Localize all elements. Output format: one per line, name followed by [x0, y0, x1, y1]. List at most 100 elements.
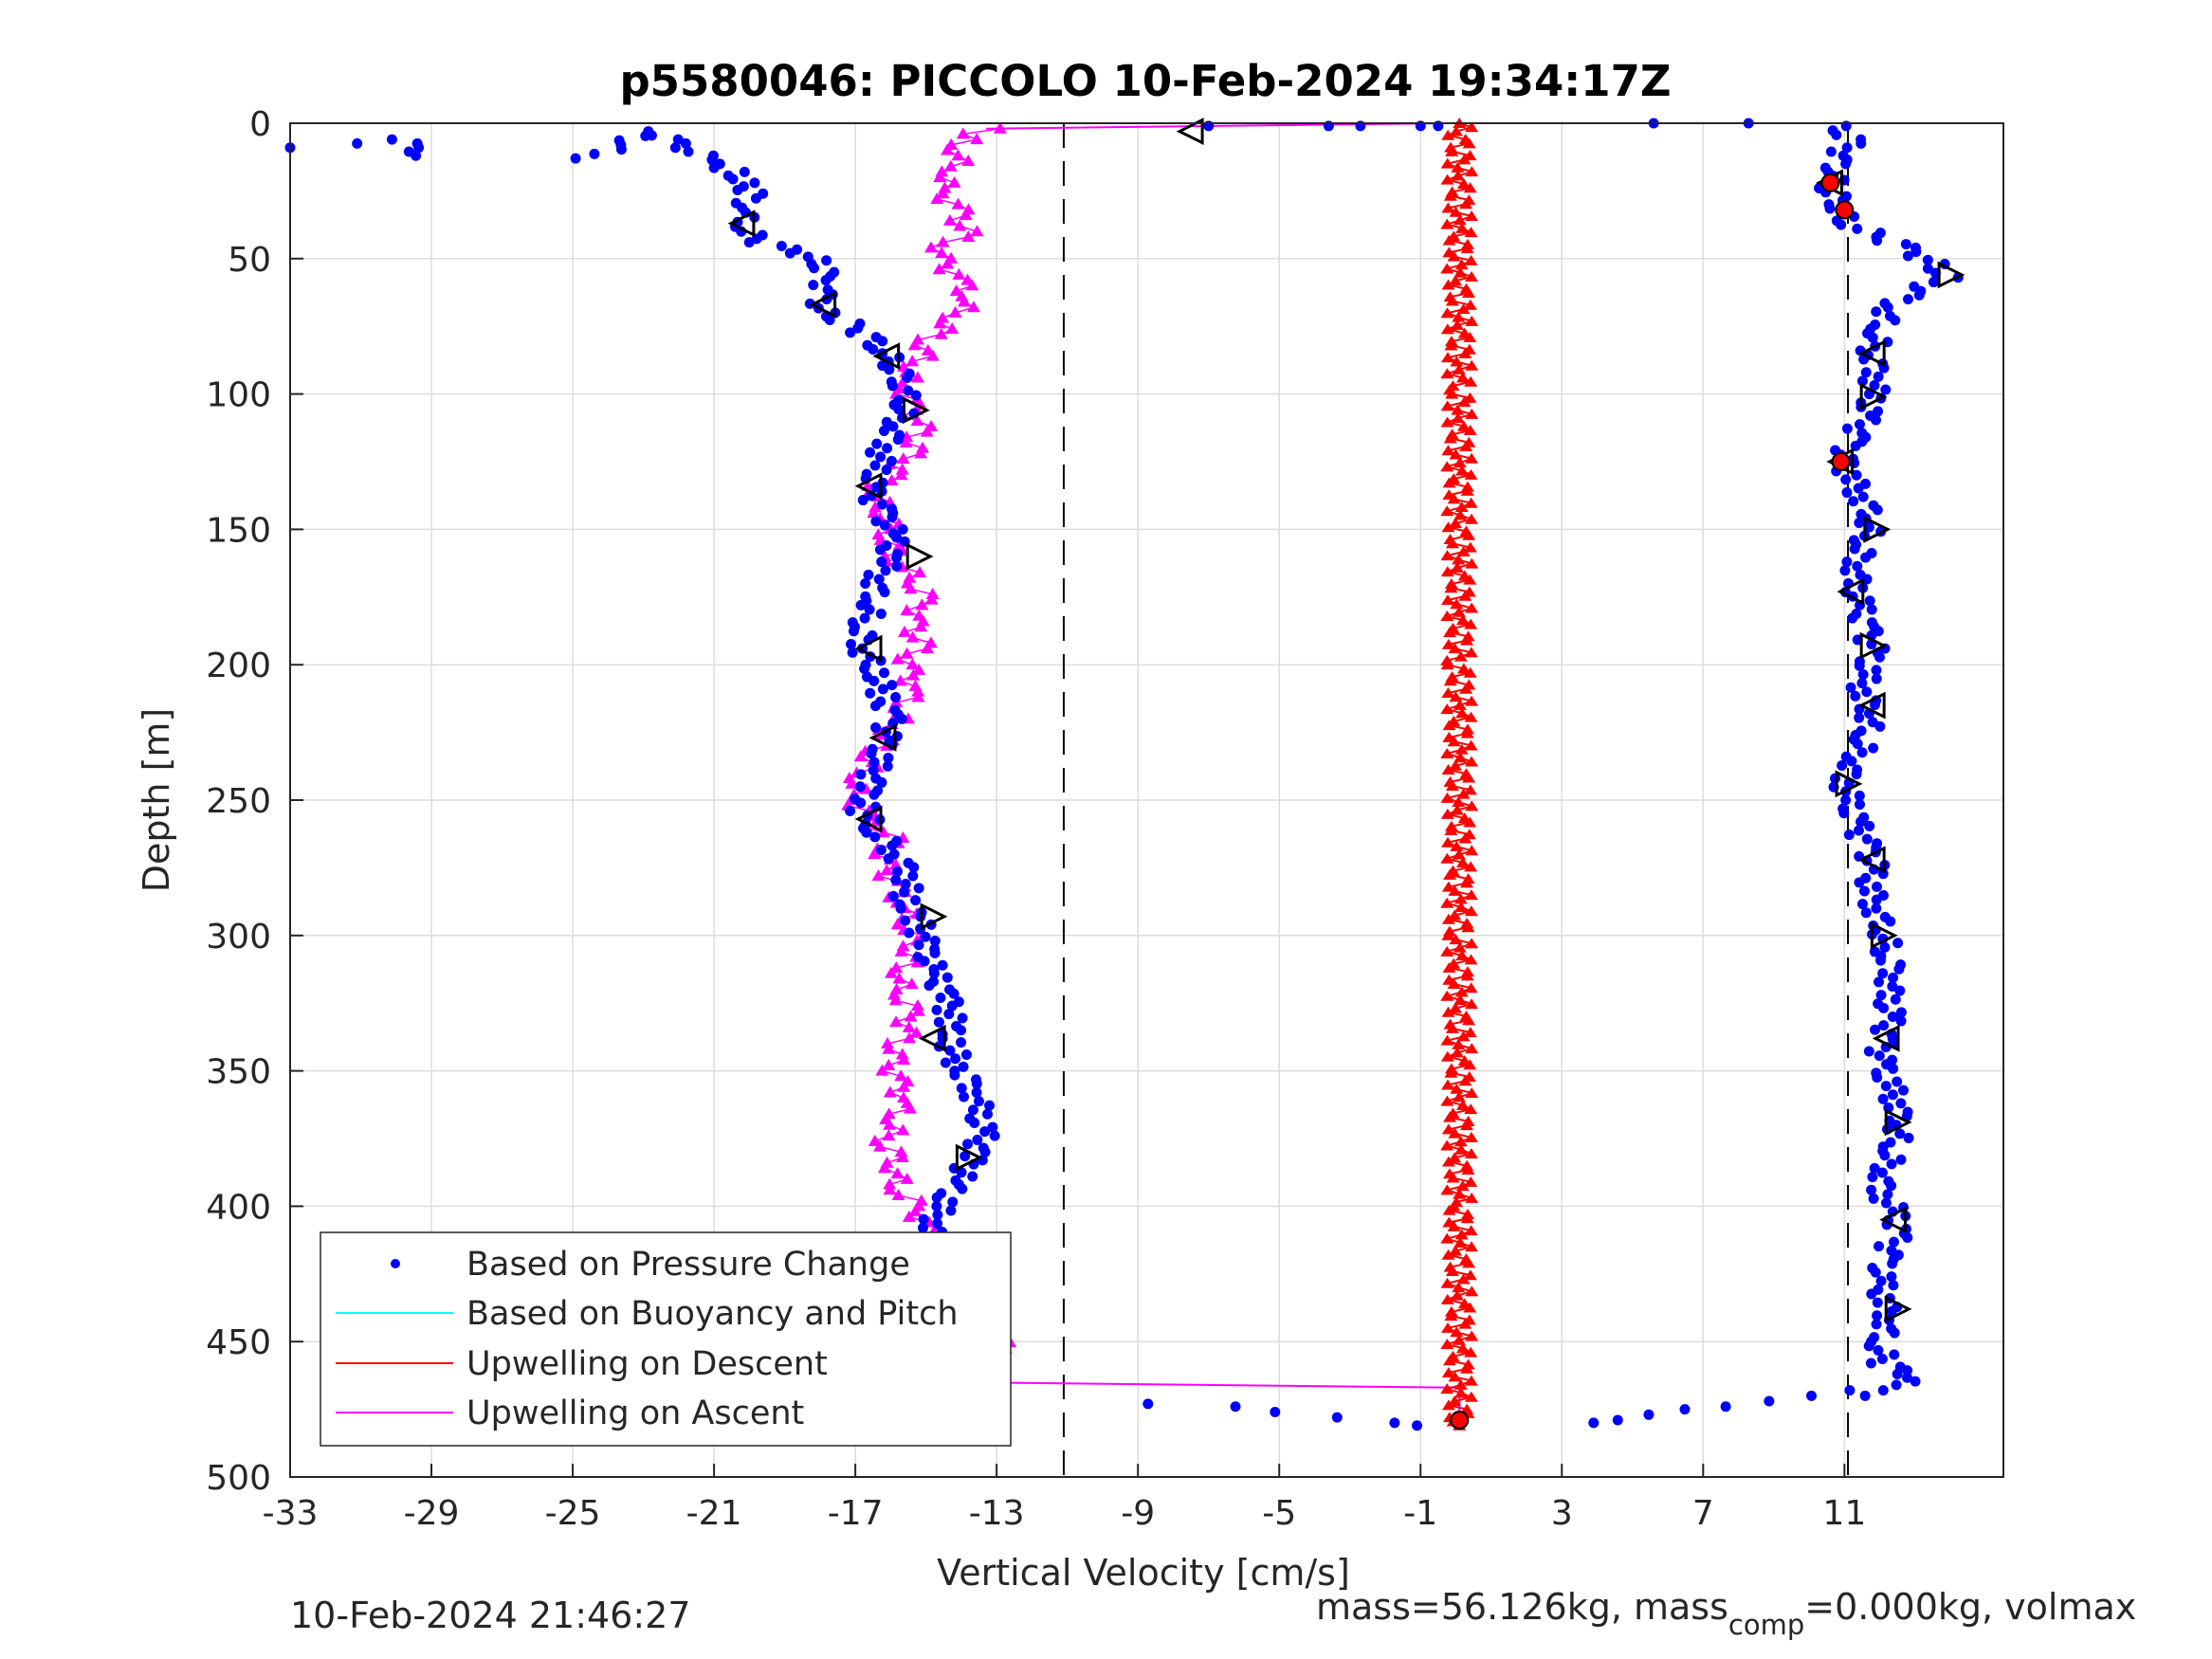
x-ticks: -33 -29 -25 -21 -17 -13 -9 -5 -1 3 7 11 — [263, 1464, 1866, 1533]
pressure-ascent-point — [1885, 1137, 1896, 1148]
upwelling-ascent-point — [932, 263, 946, 275]
pressure-ascent-point — [1897, 1085, 1909, 1096]
upwelling-descent-point — [1444, 339, 1458, 351]
y-tick-label: 0 — [249, 105, 271, 144]
pressure-descent-point — [969, 1117, 980, 1128]
upwelling-ascent-point — [868, 1134, 882, 1146]
y-axis-label: Depth [m] — [136, 708, 177, 893]
upwelling-descent-point — [1449, 691, 1463, 702]
pressure-ascent-point — [1895, 1098, 1907, 1109]
pressure-ascent-point — [1910, 242, 1921, 253]
x-tick-label: -25 — [545, 1494, 601, 1533]
upwelling-descent-point — [1453, 1378, 1468, 1390]
pressure-descent-point — [967, 1171, 978, 1182]
pressure-descent-point — [957, 1183, 968, 1194]
pressure-descent-point — [869, 701, 881, 712]
pressure-descent-point — [903, 385, 914, 396]
pressure-descent-point — [948, 988, 960, 999]
upwelling-descent-point — [1452, 554, 1466, 565]
pressure-descent-point — [918, 1213, 929, 1225]
pressure-descent-point — [848, 626, 859, 637]
pressure-descent-point — [808, 280, 819, 291]
pressure-ascent-point — [1892, 938, 1904, 949]
pressure-ascent-point — [1858, 885, 1870, 897]
pressure-ascent-point — [1852, 764, 1863, 775]
pressure-ascent-point — [1894, 1361, 1906, 1373]
upwelling-ascent-point — [910, 371, 924, 383]
upwelling-ascent-point — [970, 225, 984, 237]
x-axis-label: Vertical Velocity [cm/s] — [937, 1552, 1350, 1594]
pressure-descent-point — [931, 1200, 942, 1212]
upwelling-descent-point — [1440, 566, 1454, 577]
upwelling-descent-point — [1442, 477, 1456, 488]
upwelling-descent-point — [1440, 1383, 1454, 1395]
upwelling-ascent-point — [934, 327, 948, 339]
pressure-descent-point — [869, 831, 881, 843]
upwelling-descent-point — [1455, 950, 1470, 961]
pressure-ascent-point — [1845, 682, 1856, 693]
upwelling-descent-point — [1465, 602, 1479, 613]
upwelling-descent-point — [1453, 509, 1468, 520]
pressure-descent-point — [940, 1057, 951, 1068]
pressure-descent-point — [784, 247, 795, 259]
pressure-ascent-point — [1840, 751, 1852, 762]
upwelling-descent-point — [1441, 929, 1455, 940]
upwelling-ascent-point — [910, 999, 924, 1012]
x-tick-label: 7 — [1692, 1494, 1714, 1533]
upwelling-ascent-point — [881, 1037, 895, 1049]
triangle-marker — [902, 396, 930, 425]
pressure-descent-point — [887, 512, 898, 523]
upwelling-descent-point — [1449, 518, 1463, 529]
pressure-descent-point — [845, 327, 856, 338]
upwelling-descent-point — [1465, 1241, 1479, 1252]
upwelling-descent-point — [1447, 493, 1461, 504]
upwelling-descent-point — [1443, 1111, 1457, 1122]
upwelling-descent-point — [1460, 1362, 1474, 1374]
upwelling-ascent-point — [935, 246, 949, 259]
upwelling-descent-point — [1453, 266, 1468, 278]
upwelling-descent-point — [1455, 614, 1470, 626]
y-tick-label: 350 — [206, 1053, 271, 1092]
x-tick-label: 3 — [1551, 1494, 1573, 1533]
upwelling-descent-point — [1453, 650, 1468, 662]
upwelling-descent-point — [1441, 764, 1455, 775]
upwelling-descent-point — [1459, 683, 1473, 694]
triangle-marker — [1176, 118, 1204, 145]
upwelling-descent-point — [1465, 513, 1479, 524]
pressure-descent-point — [875, 451, 887, 463]
triangle-marker — [1937, 261, 1965, 289]
pressure-descent-point — [902, 372, 913, 383]
upwelling-ascent-point — [905, 630, 920, 643]
upwelling-descent-point — [1464, 227, 1478, 238]
pressure-descent-point — [945, 1205, 957, 1216]
pressure-ascent-point — [1903, 1132, 1914, 1143]
upwelling-descent-point — [1453, 1188, 1467, 1199]
pressure-descent-point — [852, 322, 864, 334]
pressure-ascent-point — [1902, 1372, 1913, 1383]
upwelling-descent-point — [1441, 279, 1455, 290]
upwelling-descent-point — [1454, 1229, 1469, 1240]
upwelling-descent-point — [1455, 707, 1470, 719]
pressure-descent-point — [887, 380, 898, 392]
upwelling-descent-point — [1464, 497, 1478, 508]
upwelling-ascent-point — [868, 501, 883, 513]
upwelling-descent-point — [1464, 1391, 1478, 1402]
upwelling-descent-point — [1459, 198, 1473, 210]
upwelling-ascent-point — [880, 864, 894, 876]
upwelling-descent-point — [1465, 166, 1479, 177]
upwelling-descent-point — [1460, 727, 1474, 738]
upwelling-descent-point — [1452, 1334, 1466, 1345]
upwelling-descent-point — [1464, 375, 1478, 387]
triangle-marker — [854, 472, 883, 501]
pressure-descent-point — [882, 760, 893, 772]
pressure-descent-point — [973, 1096, 984, 1107]
upwelling-ascent-point — [882, 1107, 896, 1120]
upwelling-descent-point — [1450, 841, 1464, 852]
upwelling-descent-point — [1440, 550, 1454, 561]
upwelling-ascent-point — [842, 772, 856, 784]
pressure-ascent-point — [1871, 1067, 1882, 1079]
pressure-descent-point — [868, 757, 880, 768]
footer-mass: mass=56.126kg, masscomp=0.000kg, volmax — [1316, 1586, 2136, 1641]
upwelling-ascent-point — [892, 538, 906, 551]
pressure-descent-point — [860, 578, 871, 590]
